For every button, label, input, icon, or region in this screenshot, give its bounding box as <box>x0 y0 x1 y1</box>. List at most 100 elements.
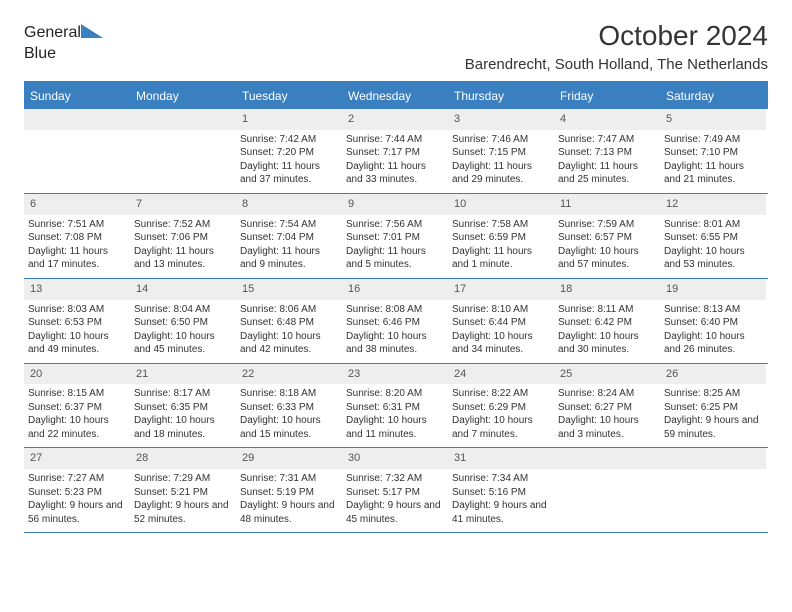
day-body: Sunrise: 8:13 AMSunset: 6:40 PMDaylight:… <box>660 300 766 363</box>
daylight-text: Daylight: 11 hours and 17 minutes. <box>28 245 126 272</box>
sunset-text: Sunset: 7:20 PM <box>240 146 338 160</box>
sunset-text: Sunset: 5:19 PM <box>240 486 338 500</box>
week-row: 20Sunrise: 8:15 AMSunset: 6:37 PMDayligh… <box>24 364 768 449</box>
day-body: Sunrise: 8:03 AMSunset: 6:53 PMDaylight:… <box>24 300 130 363</box>
day-number: 17 <box>448 279 554 300</box>
day-cell: 15Sunrise: 8:06 AMSunset: 6:48 PMDayligh… <box>236 279 342 363</box>
day-header: Saturday <box>660 83 766 109</box>
daylight-text: Daylight: 11 hours and 13 minutes. <box>134 245 232 272</box>
day-cell: 5Sunrise: 7:49 AMSunset: 7:10 PMDaylight… <box>660 109 766 193</box>
day-number: 11 <box>554 194 660 215</box>
day-body <box>130 130 236 184</box>
day-cell <box>554 448 660 532</box>
day-cell: 9Sunrise: 7:56 AMSunset: 7:01 PMDaylight… <box>342 194 448 278</box>
daylight-text: Daylight: 9 hours and 59 minutes. <box>664 414 762 441</box>
daylight-text: Daylight: 11 hours and 33 minutes. <box>346 160 444 187</box>
day-body: Sunrise: 8:15 AMSunset: 6:37 PMDaylight:… <box>24 384 130 447</box>
day-number: 7 <box>130 194 236 215</box>
sunrise-text: Sunrise: 7:42 AM <box>240 133 338 147</box>
day-number: 1 <box>236 109 342 130</box>
sunset-text: Sunset: 6:25 PM <box>664 401 762 415</box>
day-cell: 4Sunrise: 7:47 AMSunset: 7:13 PMDaylight… <box>554 109 660 193</box>
daylight-text: Daylight: 11 hours and 37 minutes. <box>240 160 338 187</box>
day-cell: 13Sunrise: 8:03 AMSunset: 6:53 PMDayligh… <box>24 279 130 363</box>
day-number: 10 <box>448 194 554 215</box>
day-cell: 29Sunrise: 7:31 AMSunset: 5:19 PMDayligh… <box>236 448 342 532</box>
day-body: Sunrise: 7:44 AMSunset: 7:17 PMDaylight:… <box>342 130 448 193</box>
daylight-text: Daylight: 10 hours and 53 minutes. <box>664 245 762 272</box>
sunrise-text: Sunrise: 7:27 AM <box>28 472 126 486</box>
day-cell: 30Sunrise: 7:32 AMSunset: 5:17 PMDayligh… <box>342 448 448 532</box>
day-cell <box>24 109 130 193</box>
day-body: Sunrise: 7:49 AMSunset: 7:10 PMDaylight:… <box>660 130 766 193</box>
brand-blue-text: Blue <box>24 45 56 63</box>
daylight-text: Daylight: 10 hours and 38 minutes. <box>346 330 444 357</box>
day-cell: 26Sunrise: 8:25 AMSunset: 6:25 PMDayligh… <box>660 364 766 448</box>
day-number: 21 <box>130 364 236 385</box>
day-cell <box>660 448 766 532</box>
day-header: Sunday <box>24 83 130 109</box>
sunset-text: Sunset: 6:33 PM <box>240 401 338 415</box>
daylight-text: Daylight: 10 hours and 7 minutes. <box>452 414 550 441</box>
daylight-text: Daylight: 10 hours and 42 minutes. <box>240 330 338 357</box>
day-cell: 27Sunrise: 7:27 AMSunset: 5:23 PMDayligh… <box>24 448 130 532</box>
sunset-text: Sunset: 6:53 PM <box>28 316 126 330</box>
day-number: 29 <box>236 448 342 469</box>
sunset-text: Sunset: 5:21 PM <box>134 486 232 500</box>
day-cell: 1 Sunrise: 7:42 AMSunset: 7:20 PMDaylight… <box>236 109 342 193</box>
day-body: Sunrise: 7:56 AMSunset: 7:01 PMDaylight:… <box>342 215 448 278</box>
day-body: Sunrise: 7:54 AMSunset: 7:04 PMDaylight:… <box>236 215 342 278</box>
day-body: Sunrise: 7:52 AMSunset: 7:06 PMDaylight:… <box>130 215 236 278</box>
week-row: 27Sunrise: 7:27 AMSunset: 5:23 PMDayligh… <box>24 448 768 533</box>
day-number: 13 <box>24 279 130 300</box>
sunrise-text: Sunrise: 7:54 AM <box>240 218 338 232</box>
day-number: 9 <box>342 194 448 215</box>
day-cell: 25Sunrise: 8:24 AMSunset: 6:27 PMDayligh… <box>554 364 660 448</box>
brand-general-text: General <box>24 24 81 42</box>
day-body: Sunrise: 8:24 AMSunset: 6:27 PMDaylight:… <box>554 384 660 447</box>
sunrise-text: Sunrise: 7:29 AM <box>134 472 232 486</box>
header: General Blue October 2024 Barendrecht, S… <box>24 20 768 73</box>
sunrise-text: Sunrise: 8:25 AM <box>664 387 762 401</box>
day-number: 15 <box>236 279 342 300</box>
daylight-text: Daylight: 11 hours and 25 minutes. <box>558 160 656 187</box>
sunrise-text: Sunrise: 7:44 AM <box>346 133 444 147</box>
day-cell: 10Sunrise: 7:58 AMSunset: 6:59 PMDayligh… <box>448 194 554 278</box>
day-number: 22 <box>236 364 342 385</box>
day-body: Sunrise: 7:59 AMSunset: 6:57 PMDaylight:… <box>554 215 660 278</box>
day-number: 27 <box>24 448 130 469</box>
day-cell: 21Sunrise: 8:17 AMSunset: 6:35 PMDayligh… <box>130 364 236 448</box>
week-row: 13Sunrise: 8:03 AMSunset: 6:53 PMDayligh… <box>24 279 768 364</box>
sunrise-text: Sunrise: 7:56 AM <box>346 218 444 232</box>
sunset-text: Sunset: 6:44 PM <box>452 316 550 330</box>
sunset-text: Sunset: 7:13 PM <box>558 146 656 160</box>
daylight-text: Daylight: 9 hours and 52 minutes. <box>134 499 232 526</box>
brand-logo: General Blue <box>24 20 103 63</box>
day-number: 20 <box>24 364 130 385</box>
day-body: Sunrise: 8:20 AMSunset: 6:31 PMDaylight:… <box>342 384 448 447</box>
month-title: October 2024 <box>465 20 768 52</box>
day-number: 8 <box>236 194 342 215</box>
day-body: Sunrise: 8:08 AMSunset: 6:46 PMDaylight:… <box>342 300 448 363</box>
day-cell: 24Sunrise: 8:22 AMSunset: 6:29 PMDayligh… <box>448 364 554 448</box>
daylight-text: Daylight: 11 hours and 1 minute. <box>452 245 550 272</box>
sunrise-text: Sunrise: 7:31 AM <box>240 472 338 486</box>
day-number: 30 <box>342 448 448 469</box>
sunrise-text: Sunrise: 7:59 AM <box>558 218 656 232</box>
day-body: Sunrise: 7:29 AMSunset: 5:21 PMDaylight:… <box>130 469 236 532</box>
day-number: 16 <box>342 279 448 300</box>
day-cell: 8Sunrise: 7:54 AMSunset: 7:04 PMDaylight… <box>236 194 342 278</box>
day-cell: 7Sunrise: 7:52 AMSunset: 7:06 PMDaylight… <box>130 194 236 278</box>
sunrise-text: Sunrise: 7:58 AM <box>452 218 550 232</box>
day-number: 19 <box>660 279 766 300</box>
sunrise-text: Sunrise: 7:34 AM <box>452 472 550 486</box>
day-body: Sunrise: 7:27 AMSunset: 5:23 PMDaylight:… <box>24 469 130 532</box>
day-cell: 12Sunrise: 8:01 AMSunset: 6:55 PMDayligh… <box>660 194 766 278</box>
day-body <box>554 469 660 523</box>
day-cell: 11Sunrise: 7:59 AMSunset: 6:57 PMDayligh… <box>554 194 660 278</box>
sunrise-text: Sunrise: 8:11 AM <box>558 303 656 317</box>
day-number: 24 <box>448 364 554 385</box>
sunrise-text: Sunrise: 8:24 AM <box>558 387 656 401</box>
sunset-text: Sunset: 5:23 PM <box>28 486 126 500</box>
sunrise-text: Sunrise: 7:46 AM <box>452 133 550 147</box>
